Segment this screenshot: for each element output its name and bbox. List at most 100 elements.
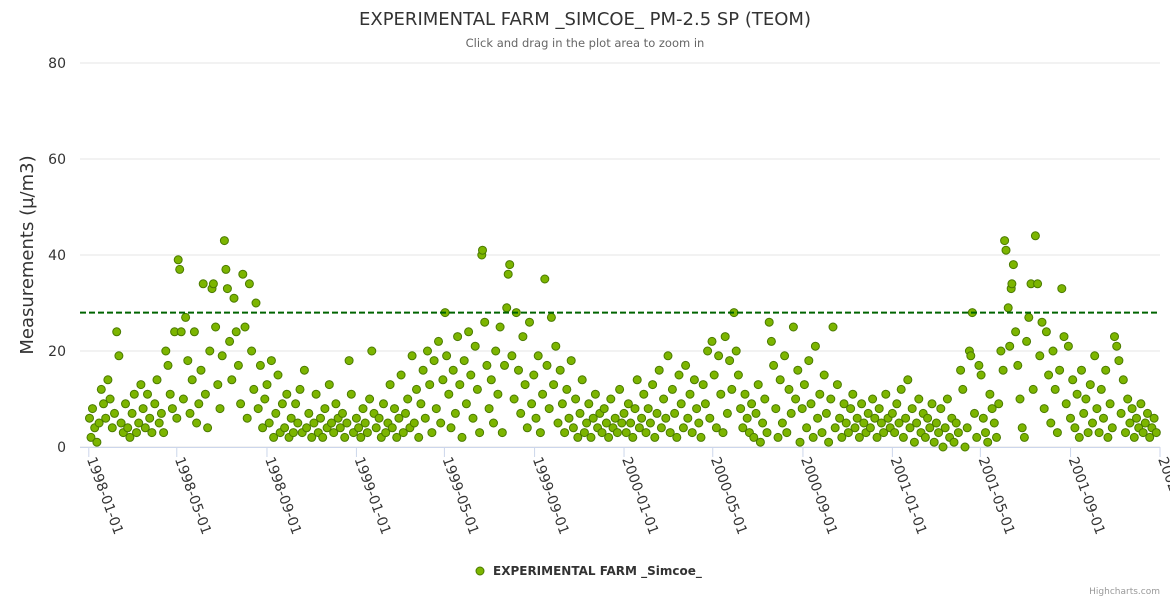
data-point[interactable] — [464, 327, 474, 337]
data-point[interactable] — [720, 332, 730, 342]
data-point[interactable] — [420, 413, 430, 423]
data-point[interactable] — [1129, 432, 1139, 442]
data-point[interactable] — [538, 389, 548, 399]
data-point[interactable] — [1092, 404, 1102, 414]
data-point[interactable] — [929, 437, 939, 447]
data-point[interactable] — [331, 399, 341, 409]
data-point[interactable] — [354, 423, 364, 433]
data-point[interactable] — [634, 423, 644, 433]
data-point[interactable] — [165, 389, 175, 399]
data-point[interactable] — [582, 418, 592, 428]
data-point[interactable] — [535, 428, 545, 438]
data-point[interactable] — [617, 418, 627, 428]
data-point[interactable] — [390, 404, 399, 414]
data-point[interactable] — [320, 404, 330, 414]
data-point[interactable] — [1055, 365, 1065, 375]
data-point[interactable] — [1068, 375, 1078, 385]
data-point[interactable] — [1112, 341, 1122, 351]
data-point[interactable] — [154, 418, 164, 428]
data-point[interactable] — [291, 399, 301, 409]
data-point[interactable] — [843, 428, 853, 438]
data-point[interactable] — [502, 303, 512, 313]
data-point[interactable] — [176, 327, 186, 337]
data-point[interactable] — [215, 404, 225, 414]
data-point[interactable] — [630, 404, 640, 414]
data-point[interactable] — [824, 437, 834, 447]
data-point[interactable] — [793, 365, 803, 375]
data-point[interactable] — [606, 394, 616, 404]
data-point[interactable] — [854, 432, 864, 442]
data-point[interactable] — [1059, 332, 1069, 342]
data-point[interactable] — [327, 418, 336, 428]
data-point[interactable] — [1151, 428, 1161, 438]
data-point[interactable] — [703, 346, 713, 356]
data-point[interactable] — [940, 423, 950, 433]
data-point[interactable] — [442, 351, 452, 361]
data-point[interactable] — [344, 356, 354, 366]
data-point[interactable] — [183, 356, 193, 366]
legend[interactable]: EXPERIMENTAL FARM _Simcoe_ — [475, 564, 702, 579]
data-point[interactable] — [555, 365, 565, 375]
data-point[interactable] — [362, 428, 372, 438]
data-point[interactable] — [103, 375, 113, 385]
data-point[interactable] — [1088, 418, 1097, 428]
data-point[interactable] — [685, 389, 695, 399]
data-point[interactable] — [1090, 351, 1100, 361]
data-point[interactable] — [299, 365, 309, 375]
data-point[interactable] — [1149, 413, 1159, 423]
data-point[interactable] — [1057, 284, 1067, 294]
data-point[interactable] — [753, 380, 763, 390]
data-point[interactable] — [159, 428, 169, 438]
data-point[interactable] — [1019, 432, 1029, 442]
data-point[interactable] — [187, 375, 197, 385]
data-point[interactable] — [996, 346, 1006, 356]
data-point[interactable] — [599, 404, 609, 414]
data-point[interactable] — [233, 360, 243, 370]
data-point[interactable] — [674, 370, 684, 380]
data-point[interactable] — [269, 432, 279, 442]
data-point[interactable] — [568, 423, 578, 433]
data-point[interactable] — [989, 418, 999, 428]
data-point[interactable] — [813, 413, 823, 423]
data-point[interactable] — [619, 408, 629, 418]
data-point[interactable] — [601, 418, 611, 428]
data-point[interactable] — [771, 404, 781, 414]
data-point[interactable] — [127, 408, 137, 418]
data-point[interactable] — [423, 346, 432, 356]
data-point[interactable] — [500, 360, 509, 370]
data-point[interactable] — [470, 341, 480, 351]
data-point[interactable] — [1138, 428, 1148, 438]
data-point[interactable] — [577, 375, 587, 385]
data-point[interactable] — [610, 413, 620, 423]
data-point[interactable] — [841, 418, 851, 428]
data-point[interactable] — [1074, 432, 1084, 442]
data-point[interactable] — [604, 432, 614, 442]
data-point[interactable] — [346, 389, 356, 399]
data-point[interactable] — [116, 418, 126, 428]
data-point[interactable] — [522, 423, 532, 433]
data-point[interactable] — [698, 380, 708, 390]
data-point[interactable] — [213, 380, 223, 390]
data-point[interactable] — [1107, 423, 1117, 433]
credits-link[interactable]: Highcharts.com — [1089, 587, 1160, 597]
data-point[interactable] — [597, 428, 607, 438]
data-point[interactable] — [1050, 384, 1060, 394]
data-point[interactable] — [1061, 399, 1071, 409]
data-point[interactable] — [123, 423, 133, 433]
data-point[interactable] — [865, 423, 875, 433]
data-point[interactable] — [387, 423, 397, 433]
data-point[interactable] — [520, 380, 530, 390]
data-point[interactable] — [780, 351, 790, 361]
data-point[interactable] — [527, 399, 537, 409]
data-point[interactable] — [271, 408, 281, 418]
data-point[interactable] — [196, 365, 206, 375]
data-point[interactable] — [172, 413, 182, 423]
data-point[interactable] — [852, 413, 862, 423]
data-point[interactable] — [920, 432, 930, 442]
data-point[interactable] — [509, 394, 519, 404]
data-point[interactable] — [788, 322, 798, 332]
data-point[interactable] — [459, 356, 469, 366]
data-point[interactable] — [727, 384, 737, 394]
data-point[interactable] — [1114, 356, 1124, 366]
data-point[interactable] — [974, 360, 984, 370]
